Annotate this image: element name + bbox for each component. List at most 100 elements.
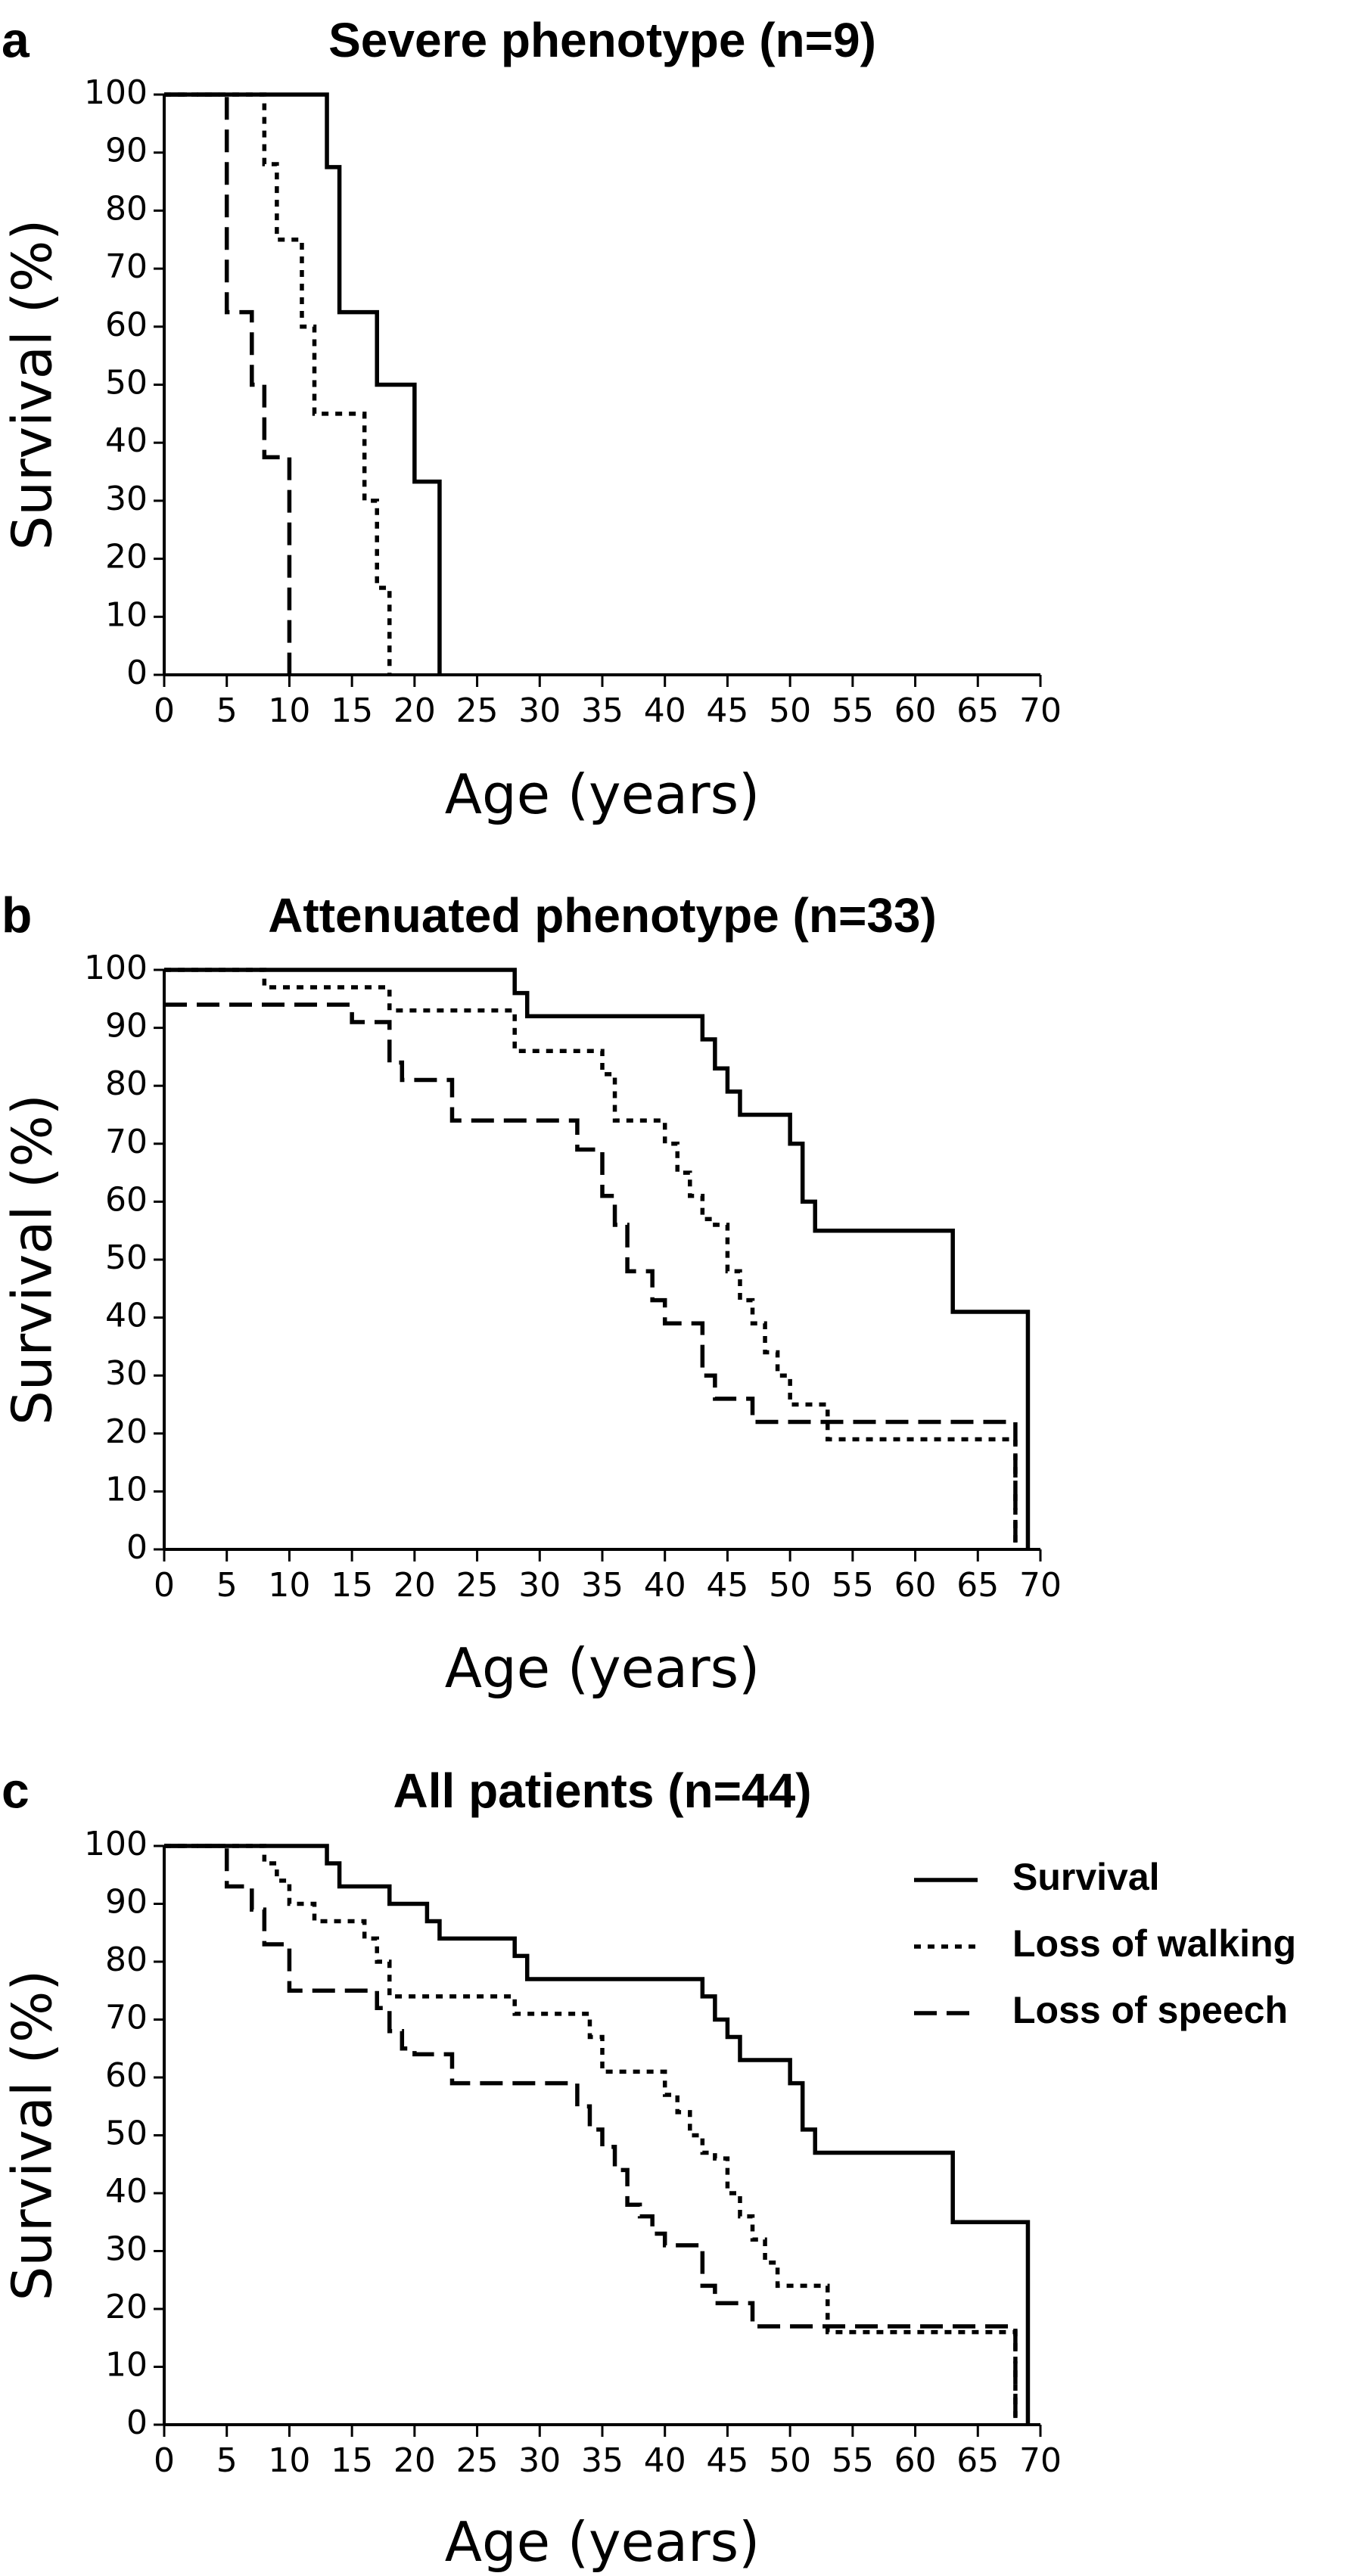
x-tick-label: 65: [956, 1566, 999, 1605]
x-tick-label: 60: [894, 2441, 937, 2480]
x-tick-label: 70: [1019, 691, 1062, 730]
x-tick-label: 0: [154, 691, 175, 730]
y-tick-label: 90: [105, 132, 148, 170]
y-tick-label: 0: [126, 654, 148, 692]
x-tick-label: 35: [581, 1566, 623, 1605]
x-tick-label: 55: [832, 691, 874, 730]
series-line-dashed: [164, 1844, 1018, 2425]
y-tick-label: 30: [105, 2230, 148, 2269]
y-tick-label: 10: [105, 1470, 148, 1509]
x-tick-label: 25: [456, 691, 499, 730]
y-tick-label: 80: [105, 1064, 148, 1103]
y-tick-label: 100: [84, 1825, 148, 1863]
x-axis-label: Age (years): [445, 2510, 760, 2574]
y-tick-label: 0: [126, 2404, 148, 2442]
legend-label: Loss of walking: [1012, 1922, 1296, 1965]
x-tick-label: 45: [706, 1566, 748, 1605]
x-tick-label: 55: [832, 1566, 874, 1605]
y-tick-label: 30: [105, 480, 148, 518]
x-tick-label: 65: [956, 691, 999, 730]
panel-letter: a: [2, 11, 30, 67]
y-tick-label: 50: [105, 1238, 148, 1277]
y-tick-label: 100: [84, 949, 148, 987]
x-tick-label: 15: [331, 1566, 373, 1605]
y-axis-label: Survival (%): [1, 219, 64, 551]
x-tick-label: 40: [644, 1566, 686, 1605]
x-tick-label: 35: [581, 691, 623, 730]
x-tick-label: 30: [518, 691, 561, 730]
series-line-solid: [164, 1844, 1031, 2425]
y-tick-label: 0: [126, 1528, 148, 1567]
series-line-dotted: [164, 968, 1018, 1549]
x-tick-label: 5: [216, 2441, 238, 2480]
panel-b: b Attenuated phenotype (n=33) 0 10 20 30 40 50 6…: [1, 887, 1062, 1700]
y-tick-label: 80: [105, 189, 148, 228]
x-tick-label: 50: [769, 1566, 811, 1605]
panel-c: c All patients (n=44)01020304050607080901…: [1, 1762, 1297, 2574]
x-tick-label: 10: [268, 1566, 310, 1605]
y-tick-label: 90: [105, 1883, 148, 1922]
y-tick-label: 90: [105, 1007, 148, 1046]
chart-title: Attenuated phenotype (n=33): [268, 888, 937, 943]
y-tick-label: 40: [105, 421, 148, 460]
y-tick-label: 50: [105, 364, 148, 402]
y-tick-label: 20: [105, 2288, 148, 2326]
x-tick-label: 30: [518, 1566, 561, 1605]
y-tick-label: 20: [105, 538, 148, 576]
x-tick-label: 25: [456, 1566, 499, 1605]
x-tick-label: 35: [581, 2441, 623, 2480]
x-tick-label: 40: [644, 691, 686, 730]
x-tick-label: 10: [268, 2441, 310, 2480]
x-tick-label: 0: [154, 2441, 175, 2480]
x-tick-label: 50: [769, 691, 811, 730]
panel-a: a Severe phenotype (n=9)01020304050607080…: [1, 11, 1062, 826]
x-tick-label: 5: [216, 691, 238, 730]
chart-title: Severe phenotype (n=9): [328, 13, 876, 67]
y-tick-label: 20: [105, 1412, 148, 1451]
y-tick-label: 10: [105, 2346, 148, 2385]
x-tick-label: 20: [393, 691, 436, 730]
y-tick-label: 70: [105, 247, 148, 286]
y-tick-label: 50: [105, 2115, 148, 2153]
y-tick-label: 60: [105, 2056, 148, 2095]
x-tick-label: 60: [894, 691, 937, 730]
legend-label: Survival: [1012, 1856, 1160, 1898]
panel-letter: c: [2, 1762, 30, 1818]
series-line-dotted: [164, 92, 392, 675]
series-line-dotted: [164, 1844, 1018, 2425]
x-tick-label: 20: [393, 1566, 436, 1605]
y-tick-label: 40: [105, 1297, 148, 1335]
y-tick-label: 60: [105, 1180, 148, 1219]
y-tick-label: 70: [105, 1123, 148, 1161]
x-tick-label: 60: [894, 1566, 937, 1605]
series-line-solid: [164, 92, 442, 675]
x-tick-label: 15: [331, 2441, 373, 2480]
x-tick-label: 65: [956, 2441, 999, 2480]
y-axis-label: Survival (%): [1, 1970, 64, 2301]
x-tick-label: 20: [393, 2441, 436, 2480]
x-tick-label: 0: [154, 1566, 175, 1605]
legend-label: Loss of speech: [1012, 1989, 1288, 2031]
x-tick-label: 40: [644, 2441, 686, 2480]
x-axis-label: Age (years): [445, 1636, 760, 1700]
panel-letter: b: [2, 887, 32, 943]
y-tick-label: 100: [84, 73, 148, 112]
series-line-solid: [164, 968, 1031, 1549]
x-tick-label: 55: [832, 2441, 874, 2480]
series-line-dashed: [164, 1002, 1018, 1549]
x-tick-label: 25: [456, 2441, 499, 2480]
y-axis-label: Survival (%): [1, 1094, 64, 1425]
x-tick-label: 45: [706, 691, 748, 730]
x-tick-label: 50: [769, 2441, 811, 2480]
y-tick-label: 40: [105, 2172, 148, 2211]
x-tick-label: 15: [331, 691, 373, 730]
x-tick-label: 70: [1019, 1566, 1062, 1605]
x-axis-label: Age (years): [445, 763, 760, 826]
y-tick-label: 80: [105, 1941, 148, 1979]
x-tick-label: 70: [1019, 2441, 1062, 2480]
y-tick-label: 70: [105, 1999, 148, 2037]
x-tick-label: 45: [706, 2441, 748, 2480]
y-tick-label: 10: [105, 595, 148, 634]
x-tick-label: 30: [518, 2441, 561, 2480]
